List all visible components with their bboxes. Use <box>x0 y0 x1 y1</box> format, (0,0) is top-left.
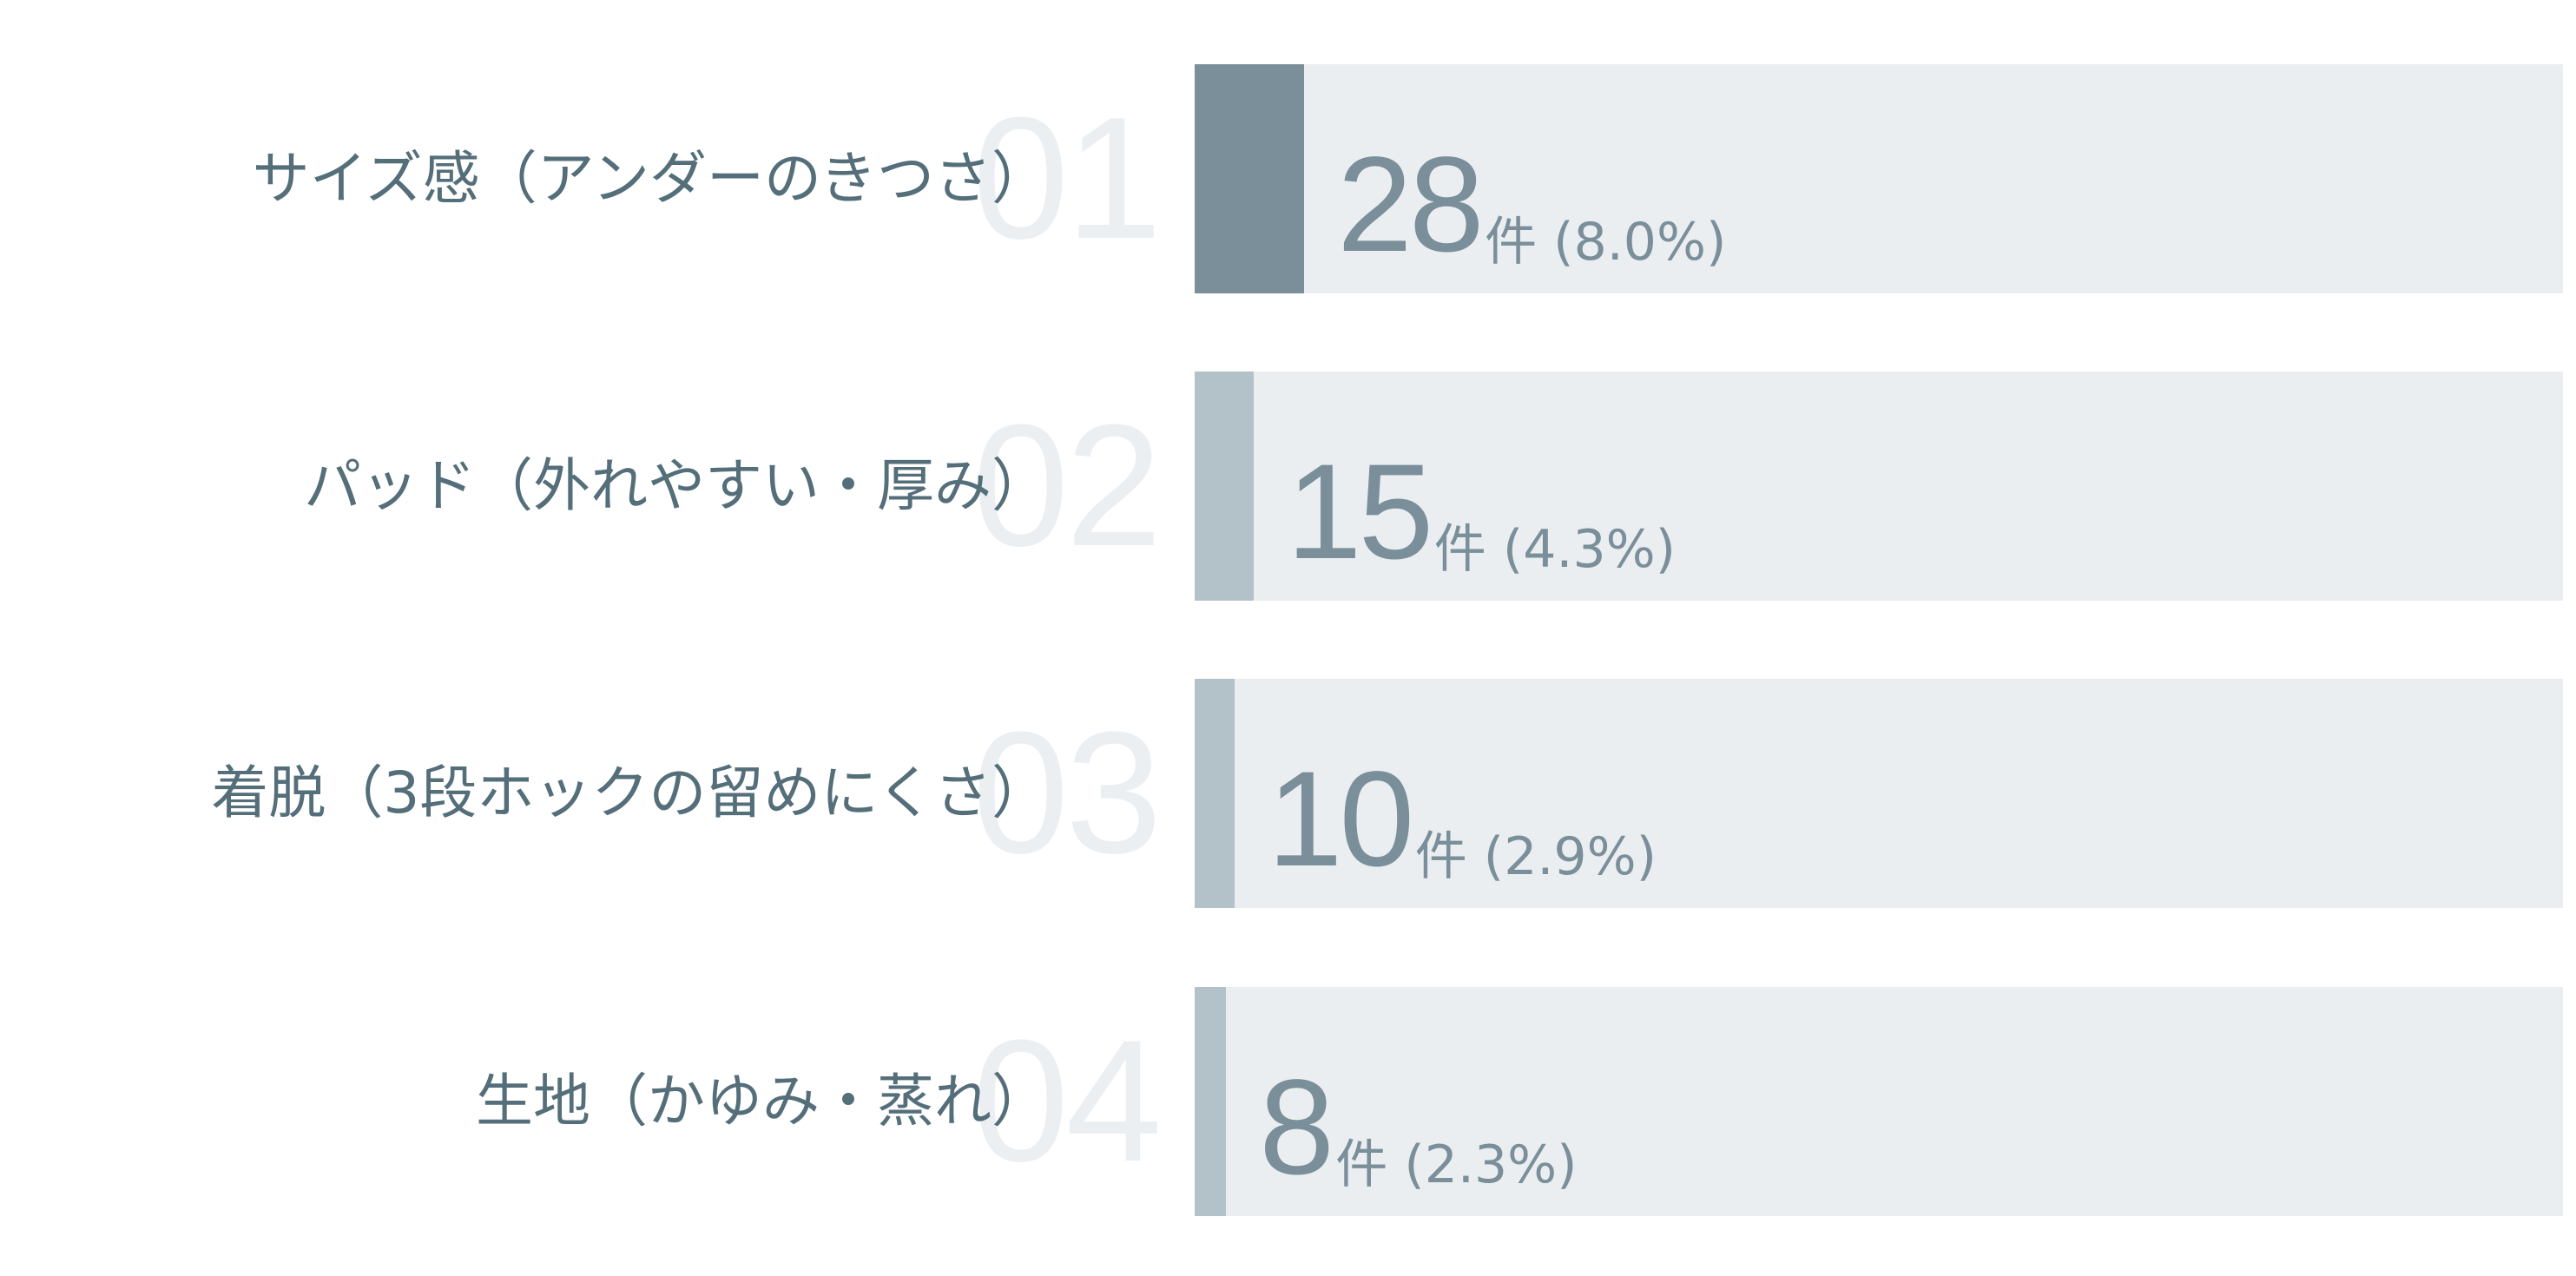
unit-and-percent: 件 (2.3%) <box>1335 1135 1577 1195</box>
unit-and-percent: 件 (2.9%) <box>1415 826 1657 887</box>
percent-label: (2.3%) <box>1404 1135 1578 1195</box>
bar-row: パッド（外れやすい・厚み） 02 15 件 (4.3%) <box>0 372 2576 601</box>
bar-fill <box>1195 372 1254 601</box>
unit-and-percent: 件 (8.0%) <box>1485 212 1726 273</box>
rank-number: 02 <box>972 389 1162 582</box>
bar-fill <box>1195 64 1305 293</box>
bar-row: 生地（かゆみ・蒸れ） 04 8 件 (2.3%) <box>0 987 2576 1216</box>
category-label: パッド（外れやすい・厚み） <box>304 452 1049 519</box>
category-label: 着脱（3段ホックの留めにくさ） <box>211 760 1049 826</box>
unit-label: 件 <box>1414 826 1467 887</box>
rank-number: 03 <box>972 696 1162 890</box>
rank-number: 01 <box>972 82 1162 275</box>
bar-row: 着脱（3段ホックの留めにくさ） 03 10 件 (2.9%) <box>0 679 2576 908</box>
count-value: 28 <box>1337 129 1485 280</box>
rank-number: 04 <box>972 1004 1162 1198</box>
bar-row: サイズ感（アンダーのきつさ） 01 28 件 (8.0%) <box>0 64 2576 293</box>
category-label: サイズ感（アンダーのきつさ） <box>252 145 1049 212</box>
category-label: 生地（かゆみ・蒸れ） <box>476 1068 1049 1135</box>
percent-label: (4.3%) <box>1502 519 1677 580</box>
unit-and-percent: 件 (4.3%) <box>1434 519 1676 580</box>
unit-label: 件 <box>1335 1135 1388 1195</box>
bar-fill <box>1195 679 1235 908</box>
percent-label: (8.0%) <box>1553 212 1727 273</box>
percent-label: (2.9%) <box>1483 826 1657 887</box>
count-value: 10 <box>1267 744 1415 895</box>
bar-track <box>1195 64 2563 293</box>
bar-track <box>1195 679 2563 908</box>
bar-track <box>1195 372 2563 601</box>
unit-label: 件 <box>1485 212 1538 273</box>
bar-track <box>1195 987 2563 1216</box>
count-value: 8 <box>1259 1052 1334 1203</box>
bar-fill <box>1195 987 1227 1216</box>
count-value: 15 <box>1286 437 1434 588</box>
unit-label: 件 <box>1433 519 1486 580</box>
